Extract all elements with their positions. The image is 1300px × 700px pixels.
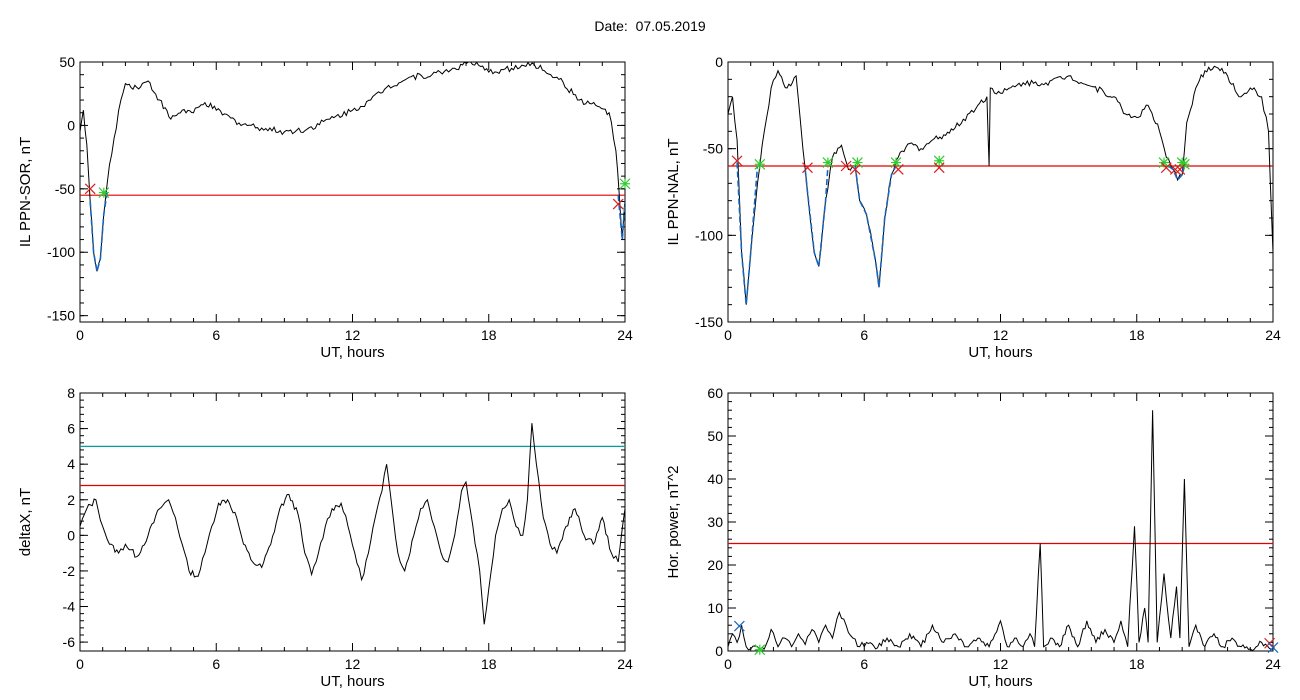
x-tick-label: 18 [481,327,497,343]
end-marker [1174,164,1186,175]
blue-marker [1267,642,1279,653]
plot-body [728,410,1273,651]
panel-power: 0 6 12 18 24 60 50 40 30 20 10 0 UT, hours Hor. power… [665,385,1281,690]
series-line [80,423,625,625]
y-tick-label: -2 [63,563,76,579]
x-tick-label: 6 [212,656,220,672]
x-axis-label: UT, hours [320,344,384,361]
event-segment [736,162,759,305]
y-tick-label: 6 [67,421,75,437]
x-tick-label: 0 [724,656,732,672]
end-marker [802,162,813,174]
x-tick-label: 24 [1265,327,1281,343]
y-tick-label: -150 [47,308,75,324]
end-marker [1160,162,1172,174]
x-tick-label: 24 [617,327,633,343]
y-axis-label: deltaX, nT [17,488,34,556]
y-tick-label: 0 [67,527,75,543]
y-axis-label: Hor. power, nT^2 [665,466,682,579]
end-marker [892,164,904,175]
y-tick-label: -50 [55,181,75,197]
start-marker [890,157,902,168]
start-marker [619,178,631,190]
y-tick-label: 4 [67,456,75,472]
end-marker [1169,164,1181,175]
plot-body [80,423,625,625]
start-marker [822,157,834,168]
y-tick-label: 50 [707,428,723,444]
x-tick-label: 0 [724,327,732,343]
x-tick-label: 0 [76,656,84,672]
series-line [728,65,1273,305]
start-marker [98,187,110,199]
event-segment [854,165,897,288]
x-axis-label: UT, hours [968,673,1032,690]
y-tick-label: 50 [59,54,75,70]
plot-frame [727,61,1274,323]
end-marker [1264,637,1276,649]
series-line [728,410,1273,651]
event-segment [804,165,829,267]
y-tick-label: -150 [695,314,723,330]
event-segment [89,191,109,272]
blue-marker [733,620,745,632]
y-tick-label: -100 [47,244,75,260]
start-marker [852,157,863,168]
y-tick-label: 0 [715,643,723,659]
x-tick-label: 18 [481,656,497,672]
figure-title: Date: 07.05.2019 [594,18,706,34]
start-marker [754,644,766,656]
series-line [80,62,625,272]
x-tick-label: 12 [993,327,1009,343]
y-tick-label: 8 [67,385,75,401]
y-tick-label: 60 [707,385,723,401]
panel-sor: 0 6 12 18 24 50 0 -50 -100 -150 UT, hours IL PPN-SO… [17,54,633,361]
start-marker [754,158,766,170]
x-tick-label: 0 [76,327,84,343]
x-tick-label: 18 [1129,656,1145,672]
plot-body [80,62,625,272]
x-tick-label: 18 [1129,327,1145,343]
x-tick-label: 24 [617,656,633,672]
y-tick-label: 2 [67,492,75,508]
x-tick-label: 12 [993,656,1009,672]
y-tick-label: -100 [695,227,723,243]
y-tick-label: -50 [703,141,723,157]
x-tick-label: 6 [212,327,220,343]
y-tick-label: 0 [715,54,723,70]
x-axis-label: UT, hours [320,673,384,690]
end-marker [849,164,861,175]
y-tick-label: 0 [67,117,75,133]
panel-deltax: 0 6 12 18 24 8 6 4 2 0 -2 -4 -6 UT, hours deltaX, nT [17,385,633,690]
plot-frame [79,392,626,652]
panel-nal: 0 6 12 18 24 0 -50 -100 -150 UT, hours IL PPN-NAL,… [665,54,1281,361]
end-marker [612,198,624,210]
y-tick-label: 30 [707,514,723,530]
x-tick-label: 12 [345,656,361,672]
end-marker [731,155,743,167]
x-tick-label: 6 [860,327,868,343]
x-axis-label: UT, hours [968,344,1032,361]
y-tick-label: -6 [63,634,76,650]
plot-body [728,65,1273,305]
x-tick-label: 24 [1265,656,1281,672]
end-marker [840,160,852,172]
y-axis-label: IL PPN-SOR, nT [17,137,34,247]
y-axis-label: IL PPN-NAL, nT [665,139,682,246]
y-tick-label: 10 [707,600,723,616]
plot-frame [727,392,1274,652]
y-tick-label: -4 [63,599,76,615]
y-tick-label: 20 [707,557,723,573]
end-marker [933,162,945,174]
x-tick-label: 6 [860,656,868,672]
x-tick-label: 12 [345,327,361,343]
event-segment [617,195,625,240]
end-marker [84,183,96,195]
y-tick-label: 40 [707,471,723,487]
